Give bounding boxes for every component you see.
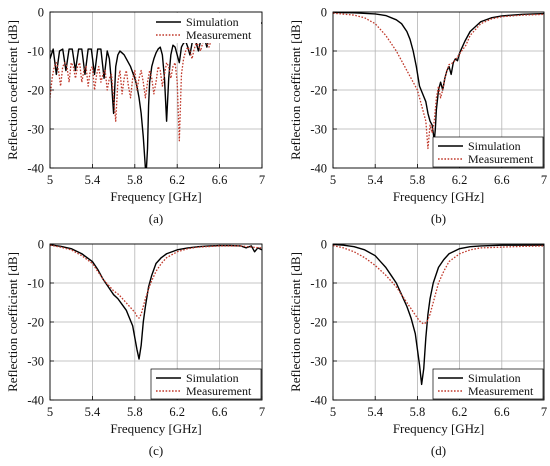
panel-caption: (c) — [149, 443, 163, 458]
x-tick-label: 7 — [541, 405, 547, 419]
y-tick-label: -30 — [27, 123, 44, 137]
x-tick-label: 6.2 — [169, 405, 185, 419]
legend-label-measurement: Measurement — [186, 28, 252, 42]
y-tick-label: -40 — [27, 162, 44, 176]
plot-frame — [49, 11, 263, 169]
y-tick-label: -10 — [310, 45, 327, 59]
y-tick-label: -10 — [310, 277, 327, 291]
series-line-simulation — [50, 244, 262, 360]
y-axis-label: Reflection coefficient [dB] — [288, 252, 303, 392]
y-axis-label: Reflection coefficient [dB] — [288, 20, 303, 160]
y-tick-label: -40 — [310, 162, 327, 176]
x-axis-label: Frequency [GHz] — [110, 421, 201, 436]
x-tick-label: 6.2 — [452, 173, 468, 187]
x-tick-label: 5.4 — [367, 405, 383, 419]
legend-box — [150, 368, 262, 400]
x-tick-label: 5 — [47, 173, 53, 187]
y-tick-label: -20 — [27, 84, 44, 98]
y-tick-label: -20 — [27, 316, 44, 330]
legend-label-measurement: Measurement — [468, 152, 534, 166]
x-axis-label: Frequency [GHz] — [110, 189, 201, 204]
legend-label-simulation: Simulation — [468, 139, 521, 153]
y-tick-label: -30 — [310, 355, 327, 369]
x-tick-label: 7 — [259, 405, 265, 419]
legend-label-simulation: Simulation — [186, 15, 239, 29]
x-tick-label: 5.8 — [410, 173, 426, 187]
legend-label-simulation: Simulation — [186, 371, 239, 385]
y-tick-label: -40 — [310, 394, 327, 408]
legend-label-measurement: Measurement — [186, 384, 252, 398]
y-tick-label: -30 — [310, 123, 327, 137]
x-tick-label: 5 — [47, 405, 53, 419]
plot-frame — [332, 243, 545, 401]
x-tick-label: 5.8 — [410, 405, 426, 419]
y-axis-label: Reflection coefficient [dB] — [5, 20, 20, 160]
y-tick-label: 0 — [321, 6, 327, 20]
legend-box — [432, 368, 544, 400]
series-line-simulation — [333, 12, 544, 142]
chart-panel-2: 5 5.4 5.8 6.2 6.6 7 0 -10 -20 -30 -40 SimulationMea… — [288, 6, 547, 227]
panel-caption: (d) — [431, 443, 446, 458]
x-tick-label: 5 — [330, 173, 336, 187]
x-tick-label: 5.4 — [367, 173, 383, 187]
series-line-measurement — [333, 244, 544, 325]
legend-box — [151, 13, 261, 43]
x-tick-label: 5.8 — [127, 405, 143, 419]
series-line-measurement — [50, 21, 262, 142]
y-tick-label: -10 — [27, 277, 44, 291]
x-tick-label: 7 — [541, 173, 547, 187]
panel-caption: (a) — [149, 211, 163, 226]
series-line-measurement — [50, 244, 262, 319]
y-tick-label: -20 — [310, 316, 327, 330]
x-tick-label: 5.8 — [127, 173, 143, 187]
x-tick-label: 6.2 — [452, 405, 468, 419]
x-tick-label: 5.4 — [85, 173, 101, 187]
x-tick-label: 6.6 — [494, 173, 510, 187]
x-tick-label: 6.6 — [494, 405, 510, 419]
y-tick-label: -10 — [27, 45, 44, 59]
series-line-simulation — [333, 244, 544, 386]
plot-frame — [49, 243, 263, 401]
y-tick-label: -40 — [27, 394, 44, 408]
y-tick-label: 0 — [38, 6, 44, 20]
x-axis-label: Frequency [GHz] — [393, 421, 484, 436]
y-tick-label: -20 — [310, 84, 327, 98]
x-tick-label: 6.6 — [212, 405, 228, 419]
y-tick-label: 0 — [38, 238, 44, 252]
x-tick-label: 5.4 — [85, 405, 101, 419]
legend-label-measurement: Measurement — [468, 384, 534, 398]
panel-caption: (b) — [431, 211, 446, 226]
plot-frame — [332, 11, 545, 169]
series-line-measurement — [333, 12, 544, 150]
x-tick-label: 7 — [259, 173, 265, 187]
x-axis-label: Frequency [GHz] — [393, 189, 484, 204]
x-tick-label: 6.2 — [169, 173, 185, 187]
legend-label-simulation: Simulation — [468, 371, 521, 385]
series-line-simulation — [50, 22, 262, 168]
y-tick-label: -30 — [27, 355, 44, 369]
x-tick-label: 5 — [330, 405, 336, 419]
chart-panel-1: 5 5.4 5.8 6.2 6.6 7 0 -10 -20 -30 -40 SimulationMea… — [5, 6, 265, 227]
legend-box — [432, 136, 544, 168]
x-tick-label: 6.6 — [212, 173, 228, 187]
chart-panel-3: 5 5.4 5.8 6.2 6.6 7 0 -10 -20 -30 -40 SimulationMea… — [5, 238, 265, 459]
y-axis-label: Reflection coefficient [dB] — [5, 252, 20, 392]
y-tick-label: 0 — [321, 238, 327, 252]
chart-panel-4: 5 5.4 5.8 6.2 6.6 7 0 -10 -20 -30 -40 SimulationMea… — [288, 238, 547, 459]
